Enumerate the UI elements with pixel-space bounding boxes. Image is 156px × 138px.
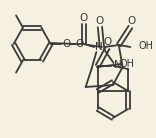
Text: O: O <box>80 13 88 23</box>
Text: N: N <box>114 60 121 70</box>
Text: O: O <box>96 16 104 26</box>
Text: O: O <box>127 16 136 26</box>
Text: OH: OH <box>138 41 153 51</box>
Text: OH: OH <box>119 59 134 69</box>
Text: O: O <box>62 39 70 49</box>
Text: N: N <box>95 42 103 52</box>
Text: O: O <box>75 39 84 49</box>
Text: O: O <box>103 37 112 47</box>
